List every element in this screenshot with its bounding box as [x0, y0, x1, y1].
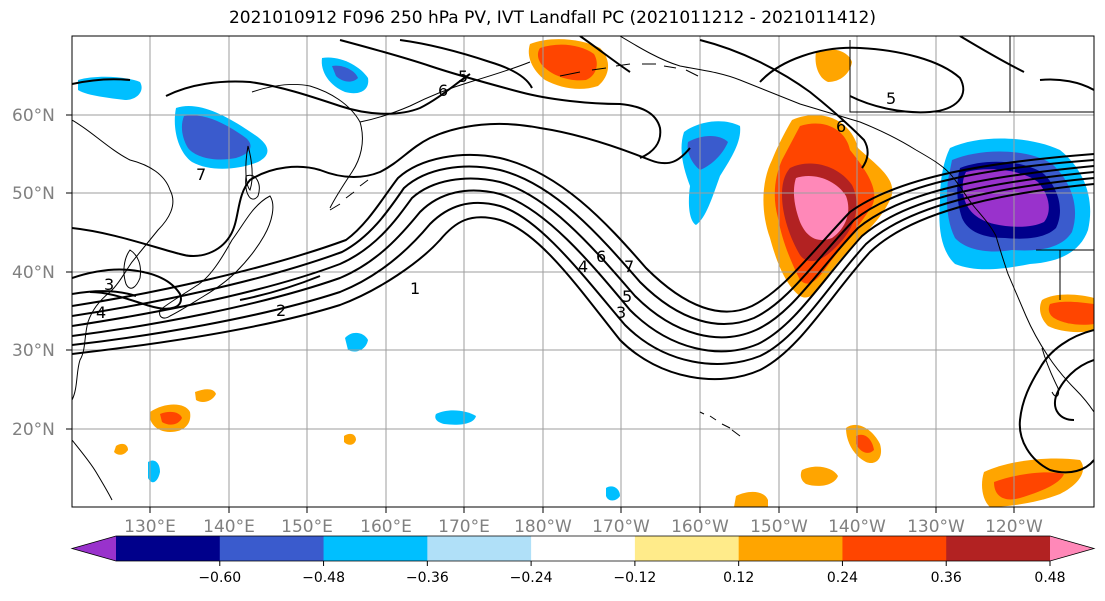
- colorbar-swatch: [738, 536, 843, 561]
- lat-label-30n: 30°N: [12, 341, 55, 361]
- lon-label: 180°W: [514, 517, 572, 537]
- lat-label-50n: 50°N: [12, 184, 55, 204]
- contour-label: 3: [616, 303, 626, 322]
- contour-label: 3: [104, 275, 114, 294]
- lat-label-40n: 40°N: [12, 263, 55, 283]
- colorbar-extend-max: [1050, 536, 1094, 561]
- contour-labels: 5 6 7 1 2 3 4 6 7 5 3 4 6 5: [96, 67, 896, 322]
- pv-positive-anomaly-alaska: [815, 49, 852, 82]
- lon-label: 150°E: [281, 517, 333, 537]
- contour-label: 1: [410, 279, 420, 298]
- pv-anomaly-subtropical-blobs: [114, 332, 1084, 507]
- colorbar-swatch: [323, 536, 428, 561]
- colorbar-swatch: [946, 536, 1051, 561]
- colorbar-swatch: [219, 536, 325, 561]
- latitude-axis: 60°N 50°N 40°N 30°N 20°N: [12, 106, 72, 440]
- contour-label: 5: [458, 67, 468, 86]
- lon-label: 130°W: [907, 517, 965, 537]
- lon-label: 140°E: [203, 517, 255, 537]
- lon-label: 130°E: [124, 517, 176, 537]
- lon-label: 160°E: [360, 517, 412, 537]
- colorbar-tick-label: 0.36: [931, 570, 962, 586]
- lon-label: 160°W: [671, 517, 729, 537]
- pv-negative-anomaly-okhotsk: [174, 106, 268, 169]
- colorbar: −0.60 −0.48 −0.36 −0.24 −0.12 0.12 0.24 0.36 0.4…: [70, 535, 1096, 586]
- pv-contours: [72, 36, 1094, 474]
- colorbar-tick-label: −0.36: [406, 570, 449, 586]
- pv-negative-anomaly-bering-sea: [321, 57, 369, 94]
- colorbar-tick-label: 0.24: [827, 570, 858, 586]
- colorbar-swatch: [634, 536, 740, 561]
- contour-label: 7: [624, 257, 634, 276]
- contour-label: 6: [836, 117, 846, 136]
- colorbar-tick-label: 0.12: [723, 570, 754, 586]
- colorbar-tick-label: −0.48: [302, 570, 345, 586]
- lon-label: 170°W: [592, 517, 650, 537]
- contour-label: 4: [578, 257, 588, 276]
- contour-label: 5: [622, 287, 632, 306]
- lon-label: 120°W: [985, 517, 1043, 537]
- colorbar-swatch: [531, 536, 636, 561]
- contour-label: 2: [276, 301, 286, 320]
- colorbar-tick-label: 0.48: [1034, 570, 1065, 586]
- contour-label: 6: [438, 81, 448, 100]
- colorbar-swatch: [842, 536, 947, 561]
- pv-positive-anomaly-bering: [528, 39, 609, 89]
- colorbar-tick-label: −0.24: [510, 570, 553, 586]
- pv-positive-anomaly-northeast-pacific: [763, 115, 893, 298]
- lon-label: 140°W: [828, 517, 886, 537]
- pv-negative-anomaly-far-west: [78, 76, 142, 100]
- lat-label-60n: 60°N: [12, 106, 55, 126]
- longitude-axis: 130°E 140°E 150°E 160°E 170°E 180°W 170°…: [124, 507, 1043, 537]
- colorbar-swatch: [116, 536, 221, 561]
- lat-label-20n: 20°N: [12, 420, 55, 440]
- contour-label: 7: [196, 165, 206, 184]
- contour-label: 5: [886, 89, 896, 108]
- colorbar-outline: [70, 535, 1096, 562]
- map-title: 2021010912 F096 250 hPa PV, IVT Landfall…: [228, 8, 876, 28]
- contour-label: 6: [596, 247, 606, 266]
- contour-label: 4: [96, 303, 106, 322]
- pv-positive-anomaly-california: [1040, 294, 1094, 333]
- colorbar-tick-label: −0.12: [613, 570, 656, 586]
- lon-label: 150°W: [750, 517, 808, 537]
- lon-label: 170°E: [438, 517, 490, 537]
- colorbar-tick-label: −0.60: [198, 570, 241, 586]
- colorbar-extend-min: [72, 536, 116, 561]
- pv-negative-anomaly-gulf-alaska: [681, 121, 741, 225]
- colorbar-swatch: [427, 536, 532, 561]
